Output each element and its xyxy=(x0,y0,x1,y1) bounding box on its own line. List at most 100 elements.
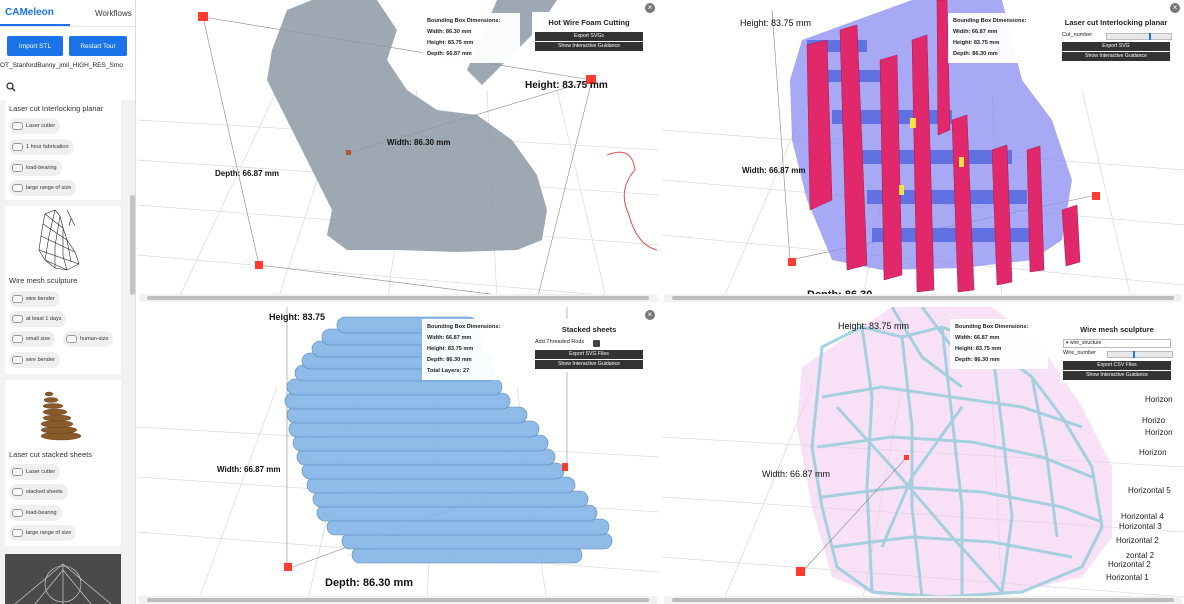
bounding-box-info: Bounding Box Dimensions: Width: 66.87 mm… xyxy=(950,319,1048,369)
center-marker xyxy=(346,150,351,155)
horizontal-wire-label: Horizon xyxy=(1139,448,1167,457)
chip: Laser cutter xyxy=(9,118,61,134)
height-label: Height: 83.75 mm xyxy=(525,80,608,91)
horizontal-scrollbar[interactable] xyxy=(664,596,1182,604)
workflow-card-wire-mesh[interactable]: Wire mesh sculpture wire bender at least… xyxy=(5,206,121,374)
stack-layer xyxy=(351,546,583,564)
close-icon[interactable]: × xyxy=(645,310,655,320)
chip: load-bearing xyxy=(9,505,62,521)
workflow-card-interlocking[interactable]: Laser cut Interlocking planar Laser cutt… xyxy=(5,100,121,200)
chip: large range of size xyxy=(9,180,77,196)
chip: stacked sheets xyxy=(9,484,68,500)
export-svg-button[interactable]: Export SVG xyxy=(1062,42,1170,51)
stack-layer xyxy=(292,434,549,452)
panel-title: Wire mesh sculpture xyxy=(1080,325,1154,334)
stacked-panel: Stacked sheets Add Threaded Rods Export … xyxy=(532,319,646,372)
tag-icon xyxy=(12,488,23,496)
horizontal-wire-label: Horizontal 2 xyxy=(1116,536,1159,545)
search-icon[interactable] xyxy=(6,82,16,92)
sidebar-scrollbar[interactable] xyxy=(129,100,135,604)
stack-layer xyxy=(326,518,610,536)
tag-icon xyxy=(12,509,23,517)
show-guidance-button[interactable]: Show Interactive Guidance xyxy=(535,42,643,51)
horizontal-wire-label: Horizon xyxy=(1145,428,1173,437)
stack-layer xyxy=(306,476,576,494)
stack-layer xyxy=(286,406,528,424)
tab-workflows[interactable]: Workflows xyxy=(95,9,132,18)
cut-number-slider[interactable]: Cut_number xyxy=(1062,32,1172,41)
tag-icon xyxy=(12,315,23,323)
tab-cameleon[interactable]: CAMeleon xyxy=(0,7,70,26)
corner-marker xyxy=(586,75,596,84)
panel-title: Hot Wire Foam Cutting xyxy=(548,18,630,27)
width-label: Width: 66.87 mm xyxy=(762,469,831,479)
bounding-box-info: Bounding Box Dimensions: Width: 66.87 mm… xyxy=(422,319,520,380)
stack-layer xyxy=(286,378,503,396)
export-svgs-button[interactable]: Export SVGs xyxy=(535,32,643,41)
tag-icon xyxy=(12,529,23,537)
panel-title: Laser cut Interlocking planar xyxy=(1064,18,1168,27)
corner-marker xyxy=(284,563,292,571)
horizontal-scrollbar[interactable] xyxy=(664,294,1182,302)
horizontal-wire-label: Horizon xyxy=(1145,395,1173,404)
stack-layer xyxy=(284,392,511,410)
horizontal-wire-label: Horizontal 2 xyxy=(1108,560,1151,569)
horizontal-scrollbar[interactable] xyxy=(139,596,657,604)
scene-canvas[interactable] xyxy=(662,0,1184,302)
workflow-card-partial[interactable] xyxy=(5,554,121,604)
sidebar: CAMeleon Workflows Import STL Restart To… xyxy=(0,0,136,604)
chip: 1 hour fabrication xyxy=(9,139,74,155)
export-csv-button[interactable]: Export CSV Files xyxy=(1063,361,1171,370)
width-label: Width: 66.87 mm xyxy=(742,166,806,175)
chip: wire bender xyxy=(9,352,60,368)
threaded-rods-checkbox[interactable]: Add Threaded Rods xyxy=(535,339,643,349)
viewport-stacked[interactable]: Height: 83.75 Width: 66.87 mm Depth: 86.… xyxy=(137,307,659,604)
import-stl-button[interactable]: Import STL xyxy=(7,36,63,56)
tag-icon xyxy=(12,356,23,364)
horizontal-wire-label: Horizo xyxy=(1142,416,1166,425)
close-icon[interactable]: × xyxy=(645,3,655,13)
wire-number-slider[interactable]: Wire_number xyxy=(1063,350,1173,360)
height-label: Height: 83.75 mm xyxy=(838,321,910,331)
wire-mesh-panel: Wire mesh sculpture ▾ wire_structure Wir… xyxy=(1060,319,1174,383)
restart-tour-button[interactable]: Restart Tour xyxy=(69,36,127,56)
horizontal-wire-label: zontal 2 xyxy=(1126,551,1155,560)
scene-canvas[interactable] xyxy=(662,307,1184,604)
center-marker xyxy=(904,455,909,460)
width-label: Width: 66.87 mm xyxy=(217,465,281,474)
card-title: Wire mesh sculpture xyxy=(9,276,78,285)
tag-icon xyxy=(12,122,23,130)
interlocking-panel: Laser cut Interlocking planar Cut_number… xyxy=(1059,12,1173,64)
chip: small size xyxy=(9,331,56,347)
viewport-hot-wire[interactable]: Height: 83.75 mm Width: 86.30 mm Depth: … xyxy=(137,0,659,302)
sidebar-tabs: CAMeleon Workflows xyxy=(0,0,135,27)
tag-icon xyxy=(12,468,23,476)
wire-structure-dropdown[interactable]: ▾ wire_structure xyxy=(1063,339,1171,348)
bunny-model xyxy=(267,0,547,252)
viewport-interlocking[interactable]: Height: 83.75 mm Width: 66.87 mm Depth: … xyxy=(662,0,1184,302)
horizontal-scrollbar[interactable] xyxy=(139,294,657,302)
sidebar-scroll-thumb[interactable] xyxy=(130,195,135,295)
close-icon[interactable]: × xyxy=(1170,3,1180,13)
panel-title: Stacked sheets xyxy=(561,325,617,334)
width-label: Width: 86.30 mm xyxy=(387,138,451,147)
export-svg-files-button[interactable]: Export SVG Files xyxy=(535,350,643,359)
workflow-card-stacked[interactable]: Laser cut stacked sheets Laser cutter st… xyxy=(5,380,121,546)
show-guidance-button[interactable]: Show Interactive Guidance xyxy=(1062,52,1170,61)
wire-mesh-thumbnail xyxy=(38,209,80,271)
horizontal-wire-label: Horizontal 3 xyxy=(1119,522,1162,531)
stack-layer xyxy=(296,448,556,466)
height-label: Height: 83.75 mm xyxy=(740,18,812,28)
corner-marker xyxy=(198,12,208,21)
stack-layer xyxy=(301,462,565,480)
chip: Laser cutter xyxy=(9,464,61,480)
show-guidance-button[interactable]: Show Interactive Guidance xyxy=(1063,371,1171,380)
tag-icon xyxy=(12,335,23,343)
corner-marker xyxy=(255,261,263,269)
stack-layer xyxy=(288,420,540,438)
tag-icon xyxy=(12,295,23,303)
show-guidance-button[interactable]: Show Interactive Guidance xyxy=(535,360,643,369)
chip: load-bearing xyxy=(9,160,62,176)
stack-layer xyxy=(341,532,613,550)
viewport-wire-mesh[interactable]: Height: 83.75 mm Width: 66.87 mm Boundin… xyxy=(662,307,1184,604)
